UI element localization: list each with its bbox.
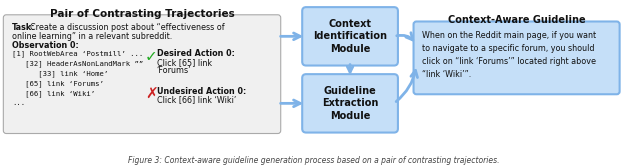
- Text: ✗: ✗: [145, 87, 157, 102]
- Text: “link ‘Wiki’”.: “link ‘Wiki’”.: [422, 70, 472, 79]
- Text: online learning” in a relevant subreddit.: online learning” in a relevant subreddit…: [12, 32, 172, 41]
- Text: [32] HeaderAsNonLandMark ””: [32] HeaderAsNonLandMark ””: [12, 60, 143, 67]
- Text: Desired Action 0:: Desired Action 0:: [157, 49, 234, 58]
- Text: click on “link ‘Forums’” located right above: click on “link ‘Forums’” located right a…: [422, 57, 596, 66]
- Text: Create a discussion post about “effectiveness of: Create a discussion post about “effectiv…: [29, 23, 225, 32]
- FancyBboxPatch shape: [3, 15, 281, 134]
- Text: Context-Aware Guideline: Context-Aware Guideline: [448, 15, 586, 25]
- Text: When on the Reddit main page, if you want: When on the Reddit main page, if you wan…: [422, 31, 596, 40]
- Text: Click [65] link: Click [65] link: [157, 58, 212, 67]
- FancyBboxPatch shape: [413, 22, 620, 94]
- Text: to navigate to a specific forum, you should: to navigate to a specific forum, you sho…: [422, 44, 595, 53]
- Text: Observation 0:: Observation 0:: [12, 41, 79, 50]
- Text: ‘Forums’: ‘Forums’: [157, 67, 191, 75]
- FancyBboxPatch shape: [302, 7, 398, 66]
- Text: [66] link ‘Wiki’: [66] link ‘Wiki’: [12, 90, 95, 97]
- Text: Click [66] link ‘Wiki’: Click [66] link ‘Wiki’: [157, 95, 236, 104]
- Text: ...: ...: [12, 100, 25, 107]
- Text: Context
Identification
Module: Context Identification Module: [313, 18, 387, 54]
- Text: [33] link ‘Home’: [33] link ‘Home’: [12, 70, 108, 77]
- FancyBboxPatch shape: [302, 74, 398, 133]
- Text: ✓: ✓: [145, 49, 157, 64]
- Text: Undesired Action 0:: Undesired Action 0:: [157, 87, 246, 96]
- Text: [65] link ‘Forums’: [65] link ‘Forums’: [12, 80, 104, 87]
- Text: Guideline
Extraction
Module: Guideline Extraction Module: [322, 86, 378, 121]
- Text: [1] RootWebArea ‘Postmill’ ...: [1] RootWebArea ‘Postmill’ ...: [12, 50, 143, 57]
- Text: Pair of Contrasting Trajectories: Pair of Contrasting Trajectories: [50, 9, 234, 19]
- Text: Figure 3: Context-aware guideline generation process based on a pair of contrast: Figure 3: Context-aware guideline genera…: [128, 156, 500, 165]
- Text: Task:: Task:: [12, 23, 36, 32]
